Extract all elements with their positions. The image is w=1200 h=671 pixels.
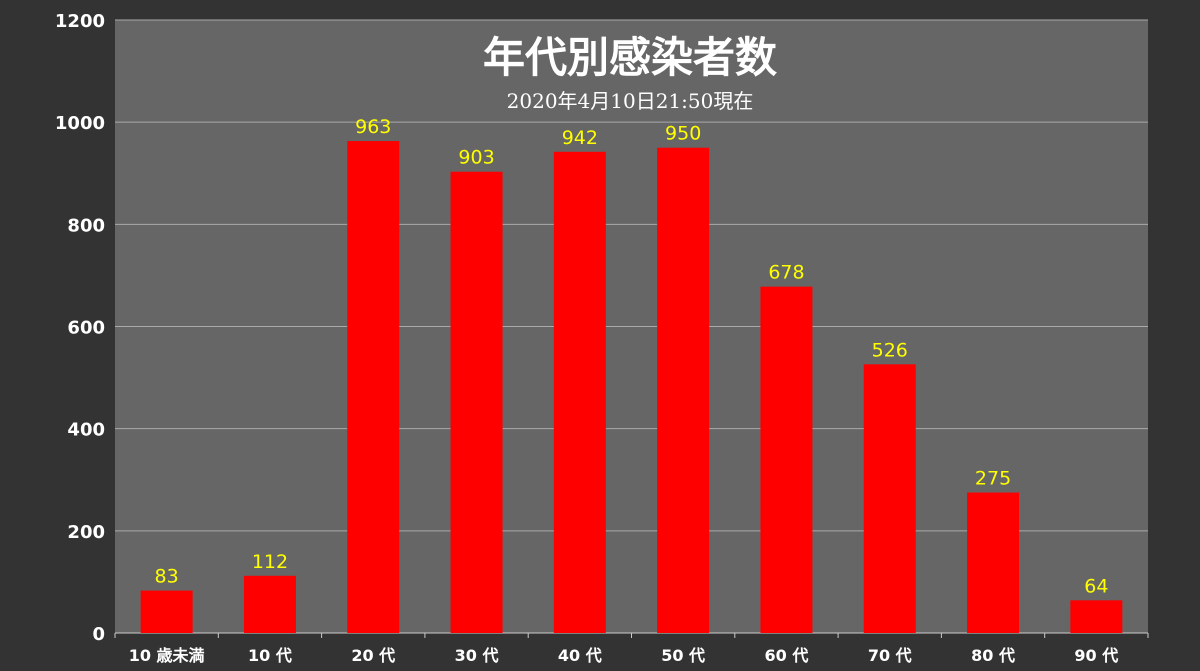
bar-series: [140, 141, 1123, 634]
bar: [863, 364, 916, 633]
bar: [347, 141, 400, 633]
chart-title: 年代別感染者数: [483, 33, 777, 82]
x-tick-label: 10 歳未満: [129, 646, 205, 665]
x-tick-label: 20 代: [351, 646, 395, 665]
bar: [553, 151, 606, 634]
bar: [450, 171, 503, 633]
bar: [967, 492, 1020, 633]
bar: [140, 590, 193, 633]
y-axis: 0 200 400 600 800 1000 1200: [55, 11, 105, 645]
bar-value-label: 112: [252, 551, 288, 573]
data-labels: 83 112 963 903 942 950 678 526 275 64: [155, 116, 1109, 597]
x-tick-label: 40 代: [558, 646, 602, 665]
bar-value-label: 942: [562, 127, 598, 149]
y-tick-label: 1200: [55, 11, 105, 32]
bar-value-label: 678: [768, 262, 804, 284]
y-tick-label: 200: [67, 522, 105, 543]
x-tick-label: 50 代: [661, 646, 705, 665]
bar-value-label: 64: [1084, 575, 1108, 597]
y-tick-label: 1000: [55, 113, 105, 134]
x-tick-label: 30 代: [455, 646, 499, 665]
bar: [760, 286, 813, 633]
bar-value-label: 83: [155, 566, 179, 588]
bar: [1070, 600, 1123, 633]
bar-value-label: 275: [975, 468, 1011, 490]
bar-value-label: 526: [872, 339, 908, 361]
x-tick-label: 60 代: [765, 646, 809, 665]
x-tick-label: 10 代: [248, 646, 292, 665]
bar-value-label: 950: [665, 123, 701, 145]
chart-subtitle: 2020年4月10日21:50現在: [507, 89, 754, 113]
x-tick-label: 80 代: [971, 646, 1015, 665]
bar: [657, 147, 710, 634]
bar-value-label: 963: [355, 116, 391, 138]
x-axis: 10 歳未満 10 代 20 代 30 代 40 代 50 代 60 代 70 代 80 代 90…: [129, 646, 1119, 665]
y-tick-label: 800: [67, 215, 105, 236]
x-tick-label: 70 代: [868, 646, 912, 665]
y-tick-label: 400: [67, 420, 105, 441]
y-tick-label: 600: [67, 318, 105, 339]
y-tick-label: 0: [92, 624, 105, 645]
x-tick-label: 90 代: [1074, 646, 1118, 665]
bar: [243, 575, 296, 633]
bar-value-label: 903: [458, 147, 494, 169]
